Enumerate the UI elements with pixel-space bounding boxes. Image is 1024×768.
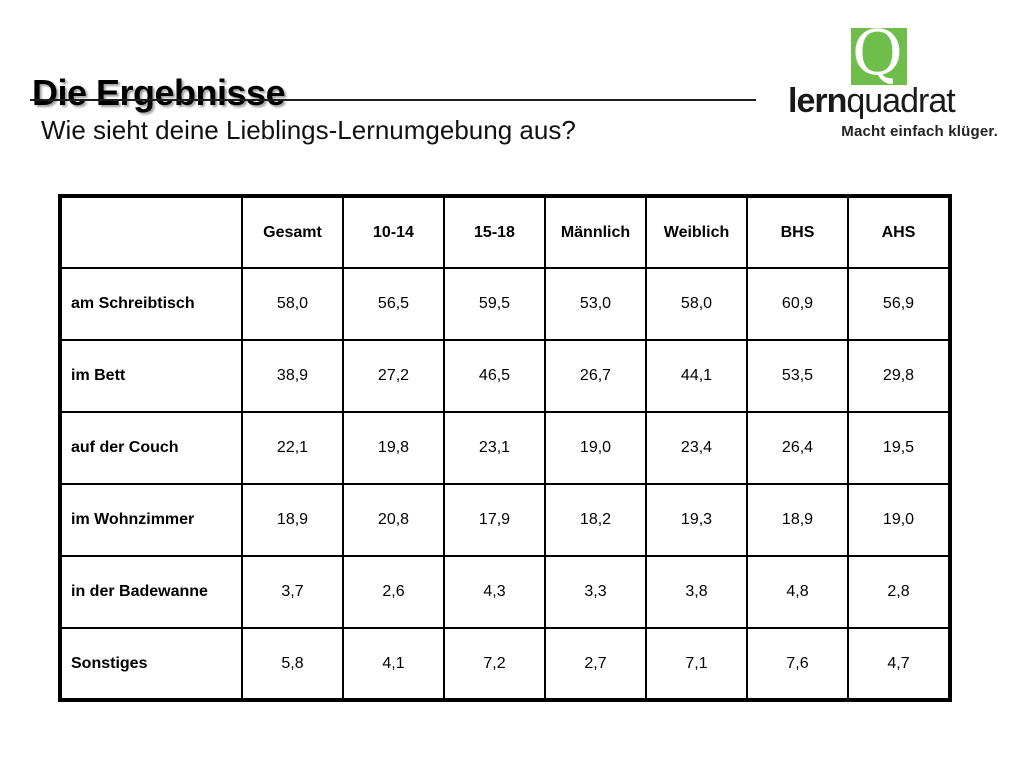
value-cell: 7,1 — [645, 627, 748, 701]
value-cell: 44,1 — [645, 339, 748, 413]
corner-cell — [59, 195, 243, 269]
value-cell: 7,6 — [746, 627, 849, 701]
wordmark-light: quadrat — [846, 82, 955, 120]
column-header: Gesamt — [241, 195, 344, 269]
results-table-container: Gesamt 10-14 15-18 Männlich Weiblich BHS AHS a… — [58, 194, 952, 702]
value-cell: 53,5 — [746, 339, 849, 413]
lernquadrat-wordmark: lernquadrat — [788, 82, 956, 120]
value-cell: 4,1 — [342, 627, 445, 701]
value-cell: 19,0 — [847, 483, 951, 557]
results-table-body: am Schreibtisch 58,0 56,5 59,5 53,0 58,0 60,9 5… — [59, 267, 951, 701]
row-label: am Schreibtisch — [59, 267, 243, 341]
row-label: in der Badewanne — [59, 555, 243, 629]
value-cell: 20,8 — [342, 483, 445, 557]
value-cell: 22,1 — [241, 411, 344, 485]
value-cell: 58,0 — [645, 267, 748, 341]
results-table: Gesamt 10-14 15-18 Männlich Weiblich BHS AHS a… — [58, 194, 952, 702]
value-cell: 56,9 — [847, 267, 951, 341]
lernquadrat-logo-icon: Q — [851, 18, 907, 87]
value-cell: 3,8 — [645, 555, 748, 629]
value-cell: 17,9 — [443, 483, 546, 557]
page-title: Die Ergebnisse — [32, 72, 286, 114]
value-cell: 18,9 — [746, 483, 849, 557]
value-cell: 19,3 — [645, 483, 748, 557]
value-cell: 3,3 — [544, 555, 647, 629]
column-header: Männlich — [544, 195, 647, 269]
value-cell: 19,5 — [847, 411, 951, 485]
logo-tagline: Macht einfach klüger. — [841, 123, 998, 140]
value-cell: 18,2 — [544, 483, 647, 557]
value-cell: 46,5 — [443, 339, 546, 413]
value-cell: 2,7 — [544, 627, 647, 701]
value-cell: 56,5 — [342, 267, 445, 341]
row-label: auf der Couch — [59, 411, 243, 485]
value-cell: 26,4 — [746, 411, 849, 485]
value-cell: 4,8 — [746, 555, 849, 629]
row-label: im Bett — [59, 339, 243, 413]
table-row: am Schreibtisch 58,0 56,5 59,5 53,0 58,0 60,9 5… — [59, 267, 951, 341]
value-cell: 2,8 — [847, 555, 951, 629]
value-cell: 18,9 — [241, 483, 344, 557]
header-row: Gesamt 10-14 15-18 Männlich Weiblich BHS AHS — [59, 195, 951, 269]
q-letter-icon: Q — [852, 16, 903, 89]
column-header: 15-18 — [443, 195, 546, 269]
value-cell: 26,7 — [544, 339, 647, 413]
value-cell: 3,7 — [241, 555, 344, 629]
value-cell: 38,9 — [241, 339, 344, 413]
value-cell: 4,3 — [443, 555, 546, 629]
value-cell: 19,8 — [342, 411, 445, 485]
table-row: im Bett 38,9 27,2 46,5 26,7 44,1 53,5 29,8 — [59, 339, 951, 413]
table-row: Sonstiges 5,8 4,1 7,2 2,7 7,1 7,6 4,7 — [59, 627, 951, 701]
value-cell: 59,5 — [443, 267, 546, 341]
row-label: Sonstiges — [59, 627, 243, 701]
value-cell: 4,7 — [847, 627, 951, 701]
value-cell: 60,9 — [746, 267, 849, 341]
column-header: BHS — [746, 195, 849, 269]
wordmark-bold: lern — [788, 82, 847, 120]
table-row: auf der Couch 22,1 19,8 23,1 19,0 23,4 26,4 19,… — [59, 411, 951, 485]
column-header: Weiblich — [645, 195, 748, 269]
value-cell: 2,6 — [342, 555, 445, 629]
column-header: AHS — [847, 195, 951, 269]
value-cell: 29,8 — [847, 339, 951, 413]
slide-subtitle: Wie sieht deine Lieblings-Lernumgebung a… — [41, 115, 576, 145]
value-cell: 27,2 — [342, 339, 445, 413]
column-header: 10-14 — [342, 195, 445, 269]
table-row: in der Badewanne 3,7 2,6 4,3 3,3 3,8 4,8 2,8 — [59, 555, 951, 629]
value-cell: 7,2 — [443, 627, 546, 701]
row-label: im Wohnzimmer — [59, 483, 243, 557]
title-divider — [30, 99, 756, 101]
value-cell: 23,1 — [443, 411, 546, 485]
value-cell: 23,4 — [645, 411, 748, 485]
value-cell: 5,8 — [241, 627, 344, 701]
value-cell: 58,0 — [241, 267, 344, 341]
results-table-head: Gesamt 10-14 15-18 Männlich Weiblich BHS AHS — [59, 195, 951, 269]
value-cell: 53,0 — [544, 267, 647, 341]
value-cell: 19,0 — [544, 411, 647, 485]
table-row: im Wohnzimmer 18,9 20,8 17,9 18,2 19,3 18,9 19,… — [59, 483, 951, 557]
